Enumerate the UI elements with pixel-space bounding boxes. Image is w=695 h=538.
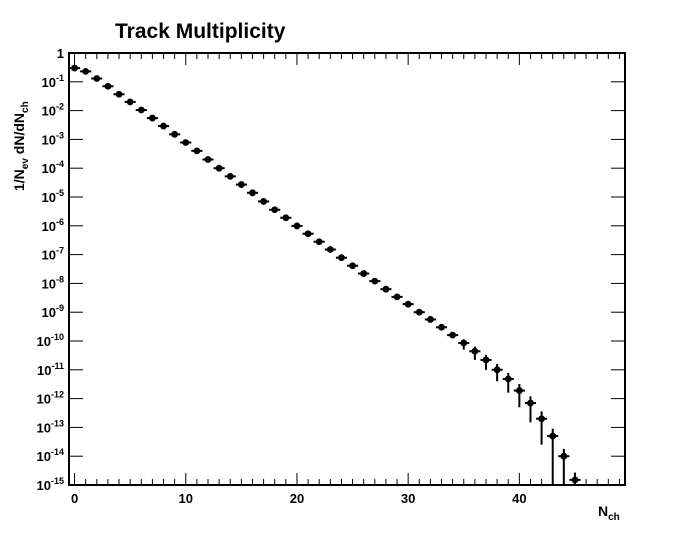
x-tick-label: 20 [290,491,304,506]
data-point [249,189,256,197]
data-point [93,75,101,82]
y-tick-label: 10-12 [37,390,64,407]
data-point [182,139,190,146]
data-point [515,387,523,394]
data-point [482,356,490,364]
y-tick-label: 10-2 [42,102,64,119]
data-point [393,293,401,301]
data-point [427,316,434,323]
data-point [438,323,445,331]
data-point [282,214,290,222]
y-tick-label: 10-4 [42,159,64,176]
x-tick-label: 0 [71,491,78,506]
data-point [271,206,279,214]
y-tick-label: 10-14 [37,447,64,464]
data-point [215,164,223,172]
x-tick-label: 10 [179,491,193,506]
data-point [204,156,212,163]
data-point [382,285,390,293]
y-tick-label: 10-13 [37,418,64,435]
data-point [171,130,179,138]
y-tick-label: 10-15 [37,476,64,493]
data-point [449,331,457,339]
data-point [293,222,301,230]
x-tick-label: 30 [401,491,415,506]
y-tick-label: 10-1 [42,73,64,90]
data-point [126,98,134,106]
y-tick-label: 10-9 [42,303,64,320]
data-point [237,181,245,188]
data-point [149,114,156,122]
data-point [371,277,379,285]
plot-frame [68,52,626,486]
data-point [471,347,479,355]
data-point [104,82,112,90]
data-point [560,452,568,460]
axis-tick-labels: 0 10 20 30 40 1 10-1 10-2 10-3 10-4 10-5 10-6 10-7 10… [37,46,527,506]
data-point [527,399,534,407]
data-markers [69,64,581,485]
y-tick-label: 10-8 [42,274,64,291]
y-tick-label: 10-7 [42,246,64,263]
data-point [338,254,345,262]
y-tick-label: 1 [57,46,64,61]
data-point [415,308,423,316]
data-point [71,64,78,72]
data-point [226,172,234,180]
y-axis-label: 1/Nev dN/dNch [11,101,31,191]
y-tick-label: 10-6 [42,217,64,234]
data-point [571,476,579,484]
data-point [160,122,167,130]
data-point [193,147,201,155]
y-tick-label: 10-11 [37,361,64,378]
data-point [115,90,123,98]
data-point [315,238,323,246]
x-tick-label: 40 [512,491,526,506]
data-point [549,432,557,440]
x-axis-label: Nch [598,503,620,523]
data-point [504,375,512,383]
data-point [137,106,145,114]
data-point [304,230,312,238]
data-point [260,198,267,205]
data-point [349,262,356,270]
data-point [326,246,334,253]
y-tick-label: 10-10 [37,332,64,349]
y-tick-label: 10-3 [42,130,64,147]
data-point [493,366,501,374]
data-point [538,415,545,423]
data-point [404,300,412,308]
axis-ticks [69,52,625,486]
data-point [360,270,368,277]
data-point [460,339,468,347]
chart-title: Track Multiplicity [115,20,286,43]
data-point [82,67,90,75]
y-tick-label: 10-5 [42,188,64,205]
